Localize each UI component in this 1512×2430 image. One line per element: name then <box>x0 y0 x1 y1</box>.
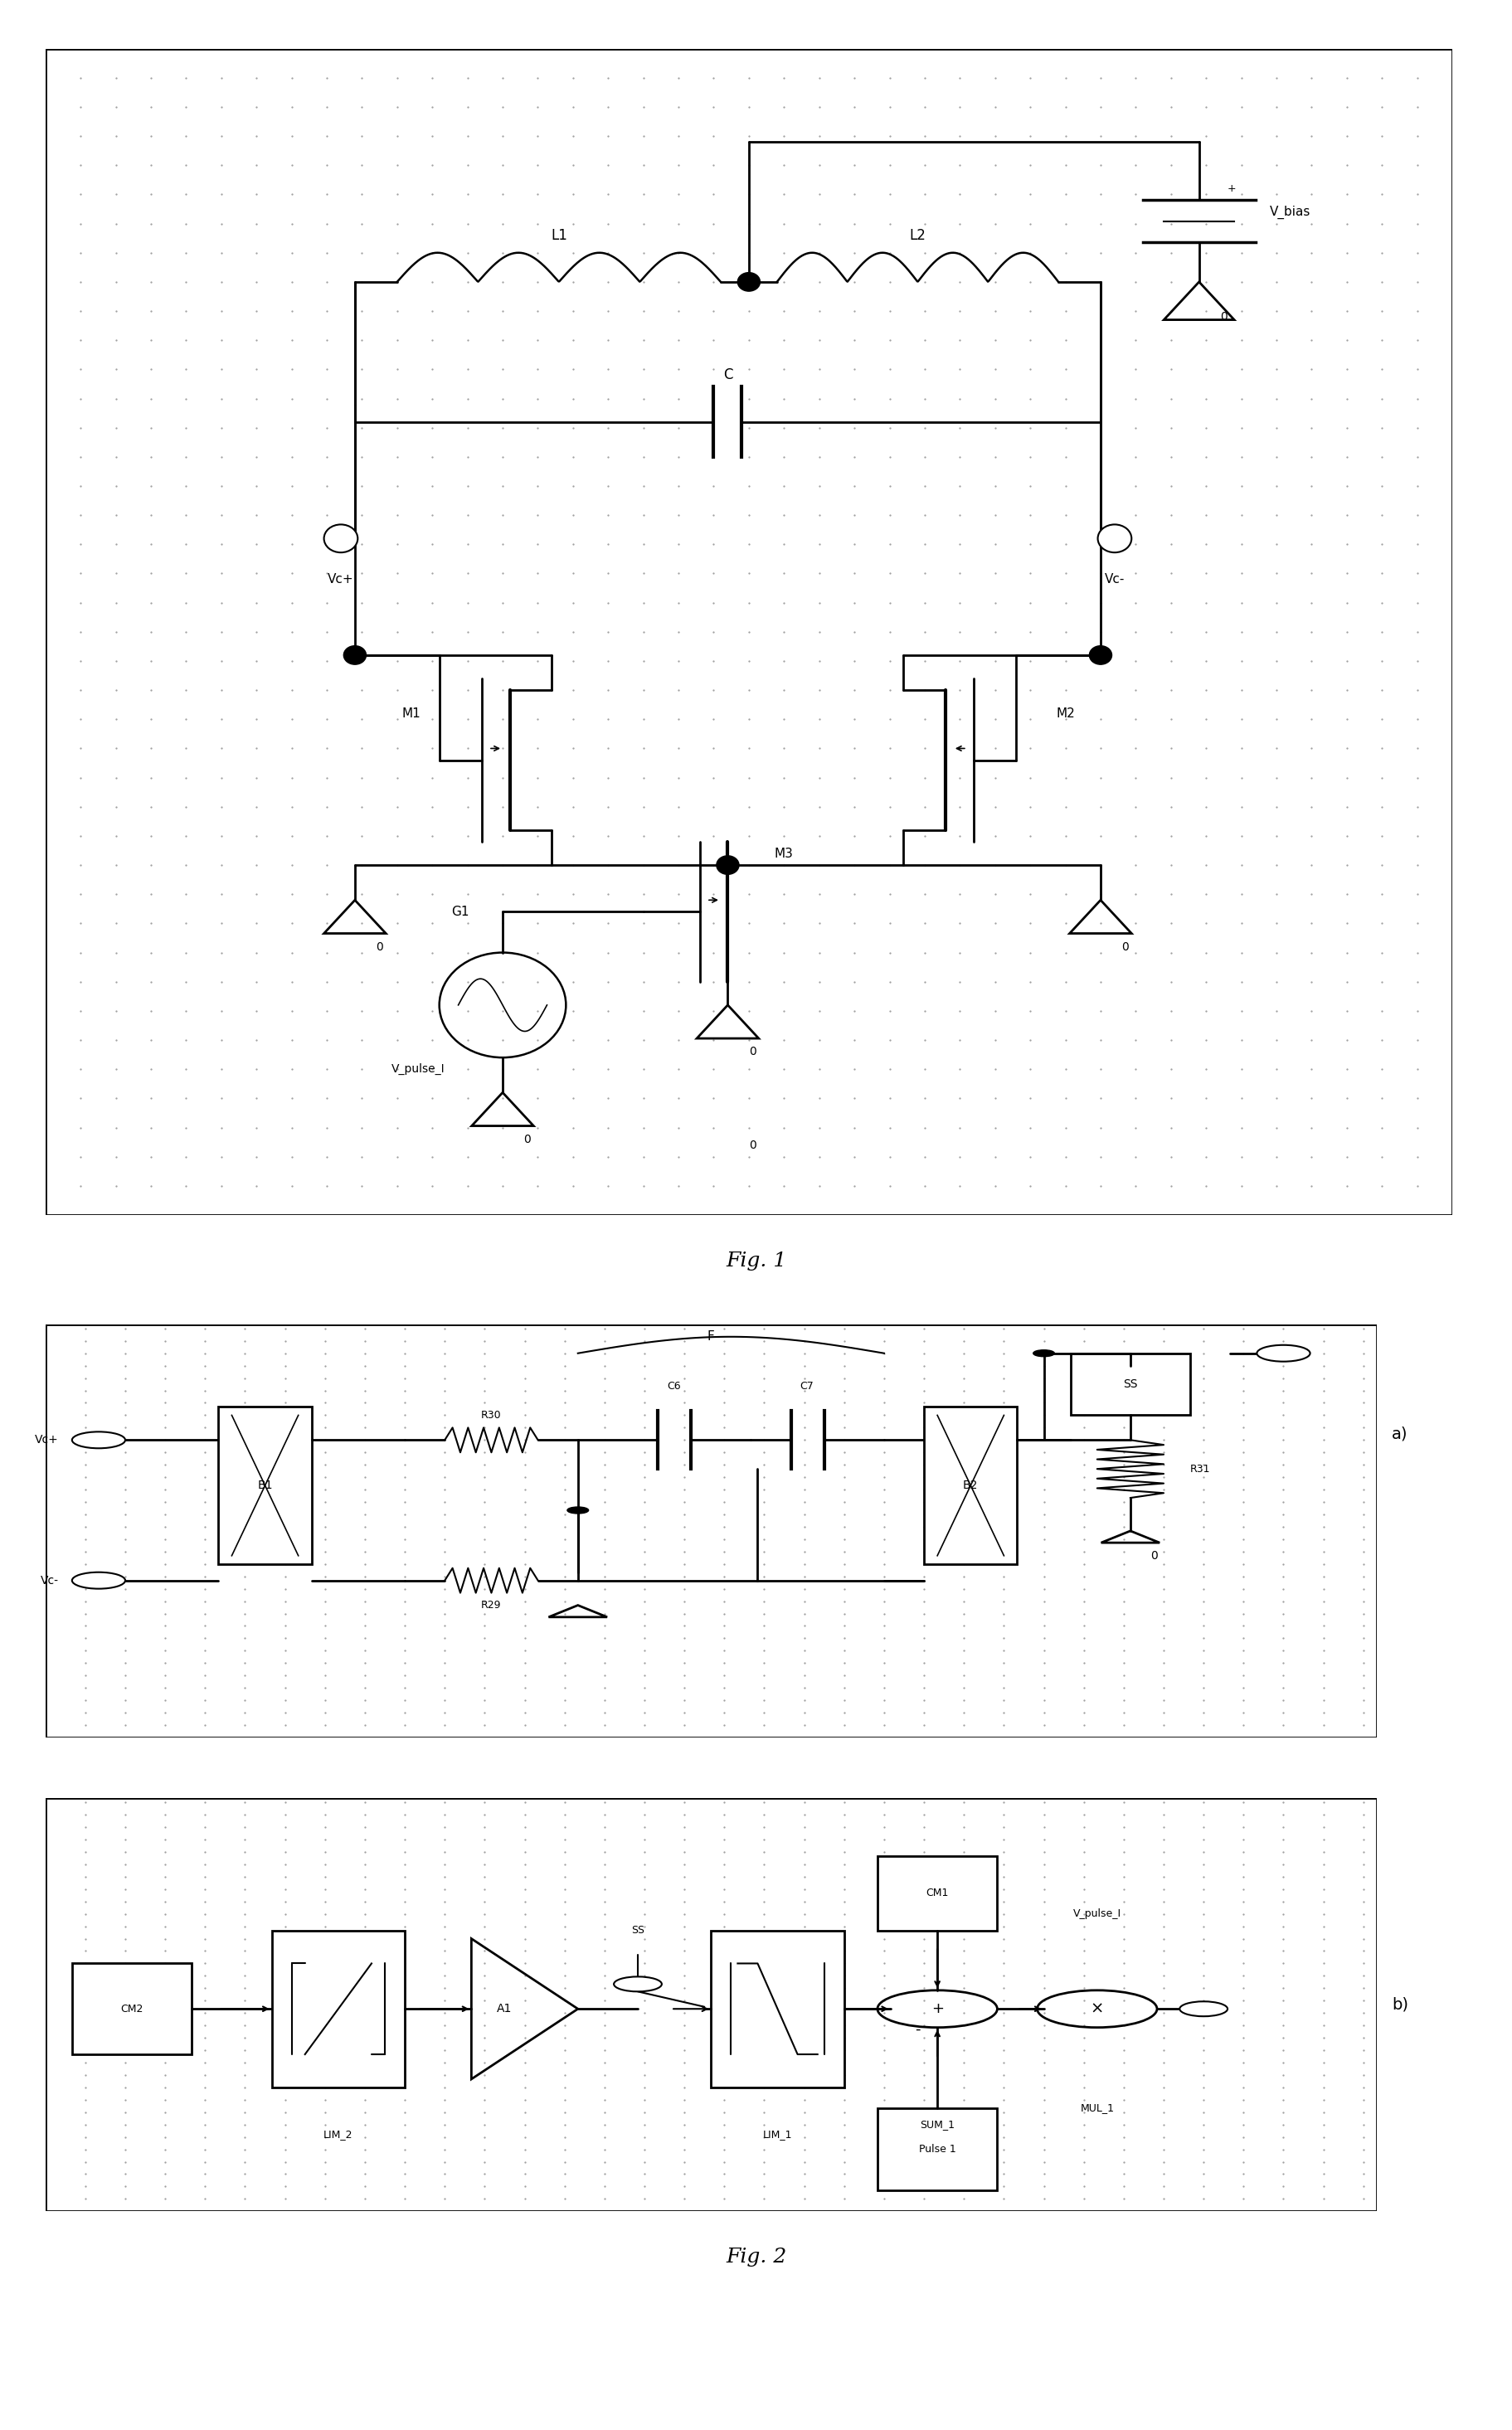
Text: LIM_2: LIM_2 <box>324 2129 352 2138</box>
Text: SS: SS <box>1122 1378 1137 1390</box>
Text: 0: 0 <box>748 1045 756 1057</box>
Text: LIM_1: LIM_1 <box>762 2129 792 2138</box>
Circle shape <box>73 1572 125 1589</box>
Bar <box>711 1929 844 2087</box>
Text: B2: B2 <box>963 1480 978 1492</box>
Text: R31: R31 <box>1190 1463 1210 1475</box>
Text: R30: R30 <box>481 1409 502 1422</box>
Circle shape <box>73 1431 125 1448</box>
Text: ×: × <box>1090 2000 1104 2017</box>
Circle shape <box>343 646 366 663</box>
Text: +: + <box>930 2002 943 2017</box>
Text: G1: G1 <box>451 906 469 919</box>
Text: 0: 0 <box>1149 1550 1157 1562</box>
Text: SS: SS <box>631 1925 644 1937</box>
Text: Vc-: Vc- <box>41 1575 59 1587</box>
Text: V_pulse_I: V_pulse_I <box>1072 1908 1120 1920</box>
Text: F: F <box>708 1332 714 1344</box>
Text: M3: M3 <box>774 848 794 860</box>
Text: Fig. 1: Fig. 1 <box>726 1251 786 1271</box>
Text: M2: M2 <box>1055 707 1074 719</box>
Text: V_pulse_I: V_pulse_I <box>392 1064 445 1074</box>
Text: CM2: CM2 <box>121 2002 144 2014</box>
Text: 0: 0 <box>523 1132 531 1145</box>
Text: 0: 0 <box>1220 311 1226 323</box>
Circle shape <box>717 855 738 875</box>
Circle shape <box>738 272 759 292</box>
Text: C7: C7 <box>800 1380 813 1392</box>
Circle shape <box>567 1507 588 1514</box>
Bar <box>877 1857 996 1929</box>
Text: C: C <box>723 367 732 382</box>
Text: +: + <box>1226 182 1235 194</box>
Circle shape <box>614 1976 661 1993</box>
Bar <box>272 1929 405 2087</box>
Text: MUL_1: MUL_1 <box>1080 2102 1113 2114</box>
Circle shape <box>1033 1351 1054 1356</box>
Text: L1: L1 <box>550 228 567 243</box>
Bar <box>1070 1354 1190 1414</box>
Text: L2: L2 <box>909 228 925 243</box>
Circle shape <box>1256 1346 1309 1361</box>
Text: a): a) <box>1391 1426 1408 1441</box>
Circle shape <box>1098 525 1131 552</box>
Bar <box>877 2107 996 2192</box>
Text: 0: 0 <box>1120 940 1128 953</box>
Text: 0: 0 <box>748 1140 756 1152</box>
Text: CM1: CM1 <box>925 1888 948 1898</box>
Text: -: - <box>915 2022 919 2036</box>
Text: b): b) <box>1391 1997 1408 2012</box>
Bar <box>924 1407 1016 1565</box>
Text: R29: R29 <box>481 1599 502 1611</box>
Circle shape <box>324 525 357 552</box>
Text: B1: B1 <box>257 1480 272 1492</box>
Circle shape <box>1179 2002 1226 2017</box>
Text: Pulse 1: Pulse 1 <box>918 2143 956 2155</box>
Bar <box>218 1407 311 1565</box>
Text: Fig. 2: Fig. 2 <box>726 2248 786 2267</box>
Text: C6: C6 <box>667 1380 680 1392</box>
Text: 0: 0 <box>376 940 383 953</box>
Text: Vc+: Vc+ <box>328 573 354 586</box>
Circle shape <box>1089 646 1111 663</box>
Text: V_bias: V_bias <box>1269 204 1309 219</box>
Text: Vc-: Vc- <box>1104 573 1123 586</box>
Text: SUM_1: SUM_1 <box>919 2119 954 2131</box>
Text: Vc+: Vc+ <box>35 1434 59 1446</box>
Text: A1: A1 <box>497 2002 513 2014</box>
Text: M1: M1 <box>402 707 420 719</box>
Bar <box>73 1963 192 2053</box>
